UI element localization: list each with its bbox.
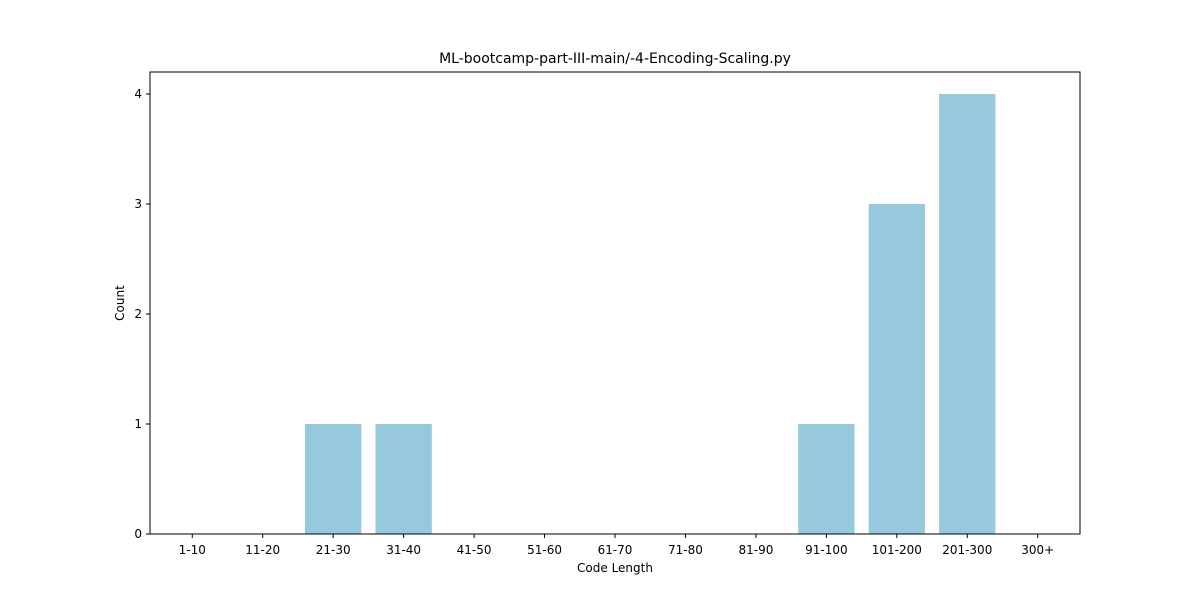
bar-21-30 [305,424,362,534]
x-tick-label: 201-300 [942,543,992,557]
bar-101-200 [868,204,925,534]
x-tick-label: 31-40 [386,543,421,557]
bar-31-40 [375,424,432,534]
x-tick-label: 61-70 [598,543,633,557]
y-tick-label: 4 [134,87,142,101]
chart-title: ML-bootcamp-part-III-main/-4-Encoding-Sc… [439,51,791,67]
x-tick-label: 21-30 [316,543,351,557]
x-tick-label: 51-60 [527,543,562,557]
y-tick-label: 0 [134,527,142,541]
x-tick-label: 41-50 [457,543,492,557]
x-axis: 1-10 11-20 21-30 31-40 41-50 51-60 61-70 71-80 8… [179,534,1054,557]
x-tick-label: 71-80 [668,543,703,557]
y-tick-label: 1 [134,417,142,431]
x-tick-label: 1-10 [179,543,206,557]
x-tick-label: 91-100 [805,543,848,557]
y-axis-label: Count [113,285,127,321]
y-tick-label: 2 [134,307,142,321]
y-tick-label: 3 [134,197,142,211]
y-axis: 0 1 2 3 4 [134,87,150,541]
x-axis-label: Code Length [577,561,653,575]
x-tick-label: 11-20 [245,543,280,557]
x-tick-label: 81-90 [738,543,773,557]
bar-91-100 [798,424,855,534]
bar-201-300 [939,94,996,534]
x-tick-label: 300+ [1021,543,1054,557]
bars-group [305,94,996,534]
x-tick-label: 101-200 [872,543,922,557]
